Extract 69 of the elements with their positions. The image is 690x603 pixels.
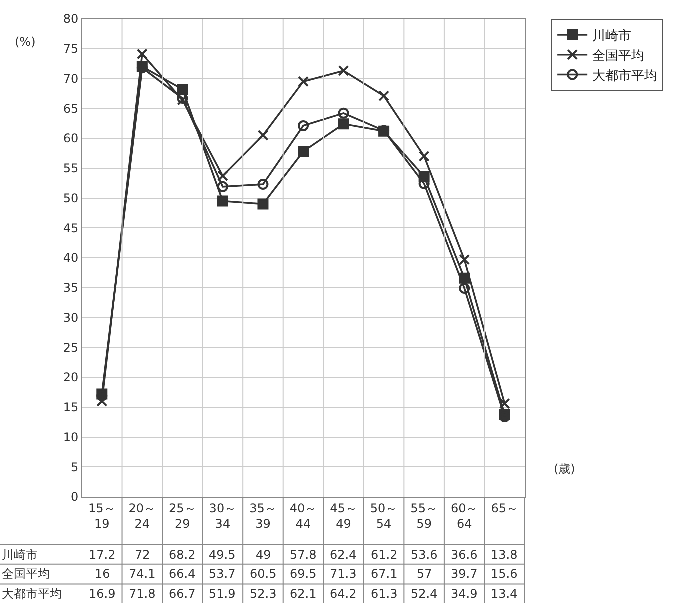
x-tick-label: 55～ 59 (410, 501, 438, 531)
y-tick-label: 75 (63, 42, 79, 56)
legend-label: 大都市平均 (592, 68, 658, 84)
y-tick-label: 55 (63, 162, 79, 176)
x-tick-label: 35～ 39 (250, 501, 277, 531)
data-label: 13.8 (491, 548, 518, 562)
y-tick-label: 15 (63, 400, 79, 415)
data-label: 62.4 (330, 548, 357, 562)
data-label: 72 (135, 548, 150, 562)
data-label: 71.3 (330, 567, 357, 581)
data-label: 60.5 (250, 567, 277, 581)
data-label: 51.9 (209, 587, 236, 601)
data-label: 53.7 (209, 567, 236, 581)
y-tick-label: 50 (63, 191, 79, 206)
data-label: 39.7 (451, 567, 478, 581)
data-label: 67.1 (371, 567, 398, 581)
data-label: 71.8 (129, 587, 156, 601)
y-tick-label: 35 (63, 281, 79, 296)
data-label: 34.9 (451, 587, 478, 601)
x-tick-label: 15～ 19 (88, 501, 116, 531)
y-tick-label: 60 (63, 132, 79, 146)
legend-label: 川崎市 (592, 29, 632, 44)
data-label: 61.3 (371, 587, 398, 601)
data-label: 13.4 (491, 587, 518, 601)
y-tick-label: 70 (63, 72, 79, 86)
y-tick-label: 30 (63, 310, 79, 325)
data-label: 61.2 (371, 548, 398, 562)
data-label: 49.5 (209, 548, 236, 562)
data-label: 53.6 (411, 548, 438, 562)
y-axis-title: (%) (15, 35, 36, 49)
data-label: 69.5 (290, 567, 317, 581)
y-tick-label: 80 (63, 12, 79, 26)
text: 川崎市 (2, 548, 38, 562)
data-label: 16 (95, 567, 110, 581)
legend-label: 全国平均 (592, 48, 645, 64)
data-label: 64.2 (330, 587, 357, 601)
y-tick-label: 40 (63, 251, 79, 266)
x-tick-label: 60～ 64 (450, 501, 478, 531)
data-label: 15.6 (491, 567, 518, 581)
text: 全国平均 (2, 567, 50, 581)
x-tick-label: 65～ (491, 501, 518, 516)
data-label: 66.7 (169, 587, 196, 601)
data-label: 52.3 (250, 587, 277, 601)
data-label: 74.1 (129, 567, 156, 581)
x-tick-label: 50～ 54 (370, 501, 398, 531)
data-label: 36.6 (451, 548, 478, 562)
y-tick-label: 0 (70, 490, 79, 504)
data-label: 49 (256, 548, 272, 562)
data-label: 16.9 (89, 587, 116, 601)
data-label: 57.8 (290, 548, 317, 562)
x-axis-title: (歳) (554, 462, 576, 476)
text: 大都市平均 (2, 587, 62, 601)
x-tick-label: 25～ 29 (169, 501, 196, 531)
data-label: 17.2 (89, 548, 116, 562)
y-tick-label: 10 (63, 430, 79, 444)
y-tick-label: 45 (63, 221, 79, 236)
data-label: 52.4 (411, 587, 438, 601)
y-tick-label: 65 (63, 102, 79, 116)
x-tick-label: 20～ 24 (128, 501, 156, 531)
y-tick-label: 20 (63, 370, 79, 385)
x-tick-label: 30～ 34 (209, 501, 237, 531)
y-tick-label: 25 (63, 340, 79, 355)
data-label: 68.2 (169, 548, 196, 562)
data-label: 66.4 (169, 567, 196, 581)
x-tick-label: 45～ 49 (330, 501, 358, 531)
y-tick-label: 5 (70, 460, 79, 474)
x-tick-label: 40～ 44 (290, 501, 318, 531)
data-label: 62.1 (290, 587, 317, 601)
data-label: 57 (417, 567, 432, 581)
